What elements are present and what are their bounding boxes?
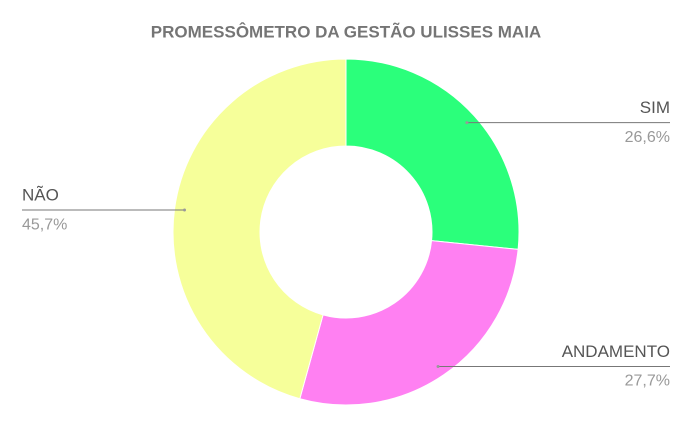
slice xyxy=(299,240,519,406)
legend-label: SIM xyxy=(640,98,670,117)
chart-title: PROMESSÔMETRO DA GESTÃO ULISSES MAIA xyxy=(151,21,541,41)
slice xyxy=(172,58,347,400)
legend-label: ANDAMENTO xyxy=(562,342,670,361)
value-label: 27,7% xyxy=(625,373,670,390)
value-label: 26,6% xyxy=(625,129,670,146)
legend-label: NÃO xyxy=(22,186,59,205)
leader-dot xyxy=(182,208,186,212)
slice xyxy=(345,58,520,250)
leader-dot xyxy=(465,121,469,125)
value-label: 45,7% xyxy=(22,216,67,233)
leader-dot xyxy=(436,365,440,369)
